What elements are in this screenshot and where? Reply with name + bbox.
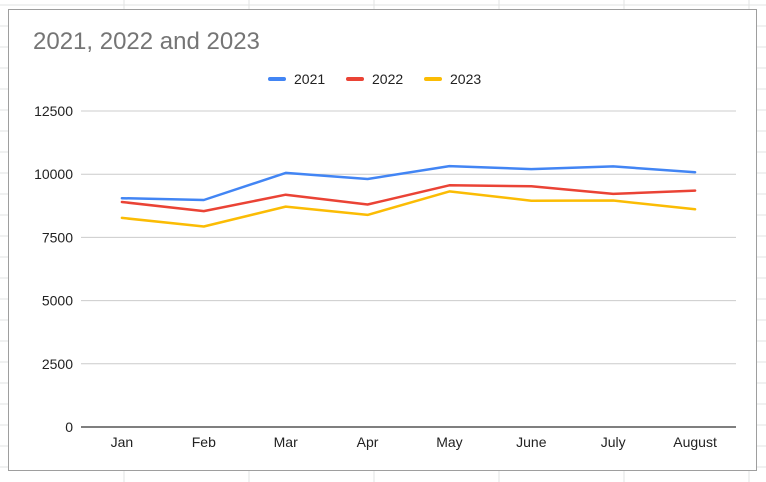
legend: 2021 2022 2023 bbox=[268, 71, 481, 87]
y-tick-label: 7500 bbox=[42, 229, 73, 245]
y-tick-label: 2500 bbox=[42, 356, 73, 372]
y-tick-label: 12500 bbox=[34, 103, 73, 119]
x-tick-label: Jan bbox=[111, 434, 134, 450]
x-tick-label: July bbox=[601, 434, 626, 450]
x-tick-label: May bbox=[436, 434, 462, 450]
series-line-2023[interactable] bbox=[120, 190, 697, 228]
gridlines bbox=[81, 110, 736, 428]
series-line-2021[interactable] bbox=[120, 164, 697, 202]
series-lines bbox=[120, 164, 697, 228]
y-tick-label: 5000 bbox=[42, 293, 73, 309]
x-axis-ticks: Jan Feb Mar Apr May June July August bbox=[111, 434, 717, 450]
y-axis-ticks: 0 2500 5000 7500 10000 12500 bbox=[34, 103, 73, 435]
series-line-2022[interactable] bbox=[120, 184, 697, 213]
x-tick-label: Feb bbox=[192, 434, 216, 450]
legend-label: 2023 bbox=[450, 71, 481, 87]
x-tick-label: August bbox=[673, 434, 717, 450]
chart-container[interactable]: 2021, 2022 and 2023 0 2500 5000 7500 10000 12… bbox=[8, 9, 757, 471]
y-tick-label: 10000 bbox=[34, 166, 73, 182]
x-tick-label: Apr bbox=[357, 434, 379, 450]
x-tick-label: Mar bbox=[274, 434, 298, 450]
y-tick-label: 0 bbox=[65, 419, 73, 435]
x-tick-label: June bbox=[516, 434, 547, 450]
legend-label: 2021 bbox=[294, 71, 325, 87]
chart-title: 2021, 2022 and 2023 bbox=[33, 28, 260, 55]
legend-label: 2022 bbox=[372, 71, 403, 87]
